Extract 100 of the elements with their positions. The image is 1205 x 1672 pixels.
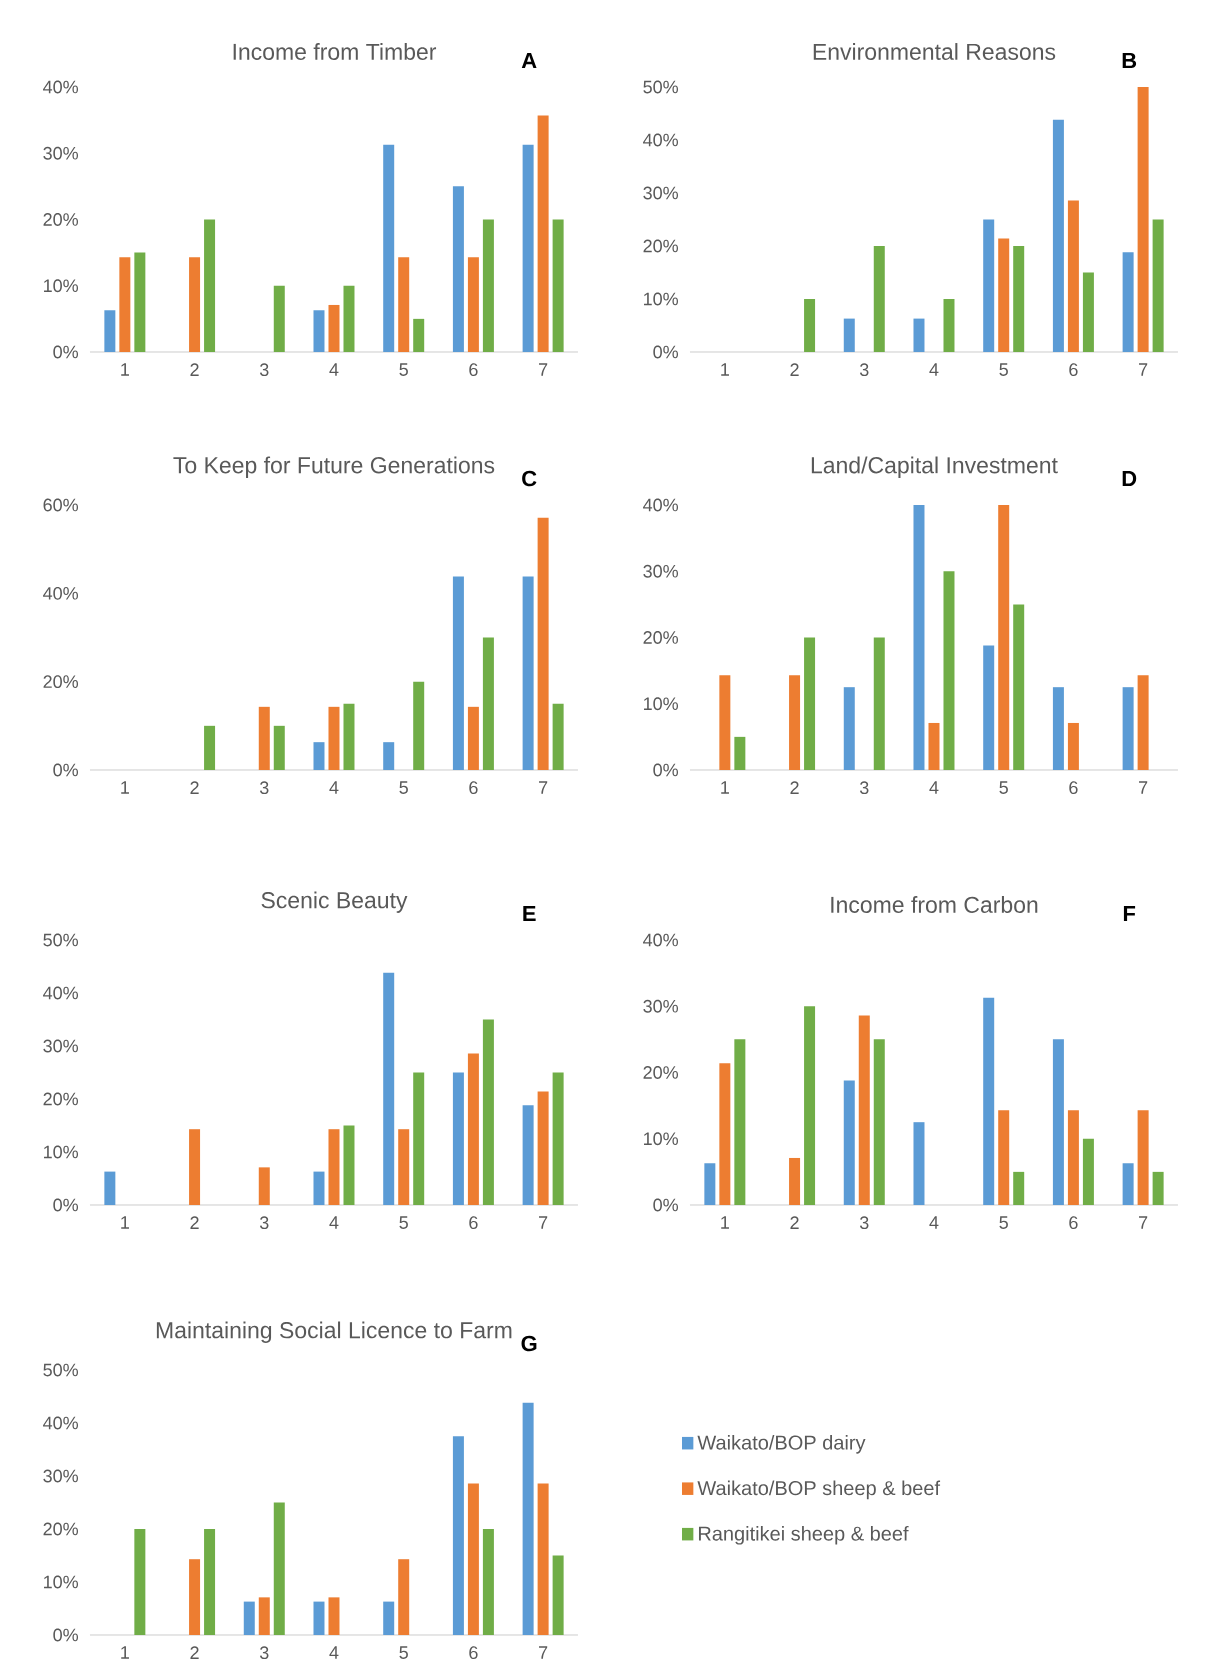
bar bbox=[522, 576, 534, 770]
y-tick-label: 10% bbox=[644, 697, 679, 711]
y-tick-label: 0% bbox=[53, 763, 79, 777]
bar bbox=[467, 706, 479, 770]
bar bbox=[719, 1063, 731, 1205]
bar bbox=[1052, 687, 1064, 770]
y-tick-label: 10% bbox=[644, 1132, 679, 1146]
y-tick-label: 30% bbox=[43, 1469, 79, 1483]
bar bbox=[467, 257, 479, 352]
bar bbox=[998, 1110, 1010, 1205]
chart-title: Land/Capital Investment bbox=[811, 456, 1058, 478]
x-tick-label: 6 bbox=[469, 781, 478, 795]
bar bbox=[1067, 200, 1079, 352]
x-tick-label: 4 bbox=[329, 1646, 339, 1659]
bar bbox=[313, 1171, 325, 1205]
bar bbox=[1013, 245, 1025, 352]
y-tick-label: 40% bbox=[643, 498, 679, 512]
y-tick-label: 50% bbox=[43, 1363, 79, 1377]
x-tick-label: 2 bbox=[190, 363, 199, 376]
y-tick-label: 30% bbox=[43, 146, 79, 160]
bar bbox=[398, 1129, 410, 1205]
bar bbox=[734, 1039, 746, 1205]
x-tick-label: 7 bbox=[1139, 781, 1148, 794]
y-tick-label: 40% bbox=[643, 933, 679, 947]
bar bbox=[1052, 1039, 1064, 1205]
bar bbox=[1152, 1171, 1164, 1205]
bar bbox=[552, 703, 564, 770]
bar bbox=[873, 245, 885, 352]
y-tick-label: 20% bbox=[643, 1066, 679, 1079]
y-tick-label: 0% bbox=[53, 1198, 79, 1212]
y-tick-label: 40% bbox=[43, 1416, 79, 1430]
x-tick-label: 4 bbox=[329, 363, 339, 376]
chart-title: Environmental Reasons bbox=[813, 43, 1056, 60]
x-tick-label: 3 bbox=[259, 363, 269, 377]
bar bbox=[734, 736, 746, 770]
bar bbox=[1013, 604, 1025, 770]
bar bbox=[789, 1157, 801, 1205]
bar bbox=[1137, 87, 1149, 352]
y-tick-label: 20% bbox=[643, 631, 679, 644]
bar bbox=[383, 972, 395, 1205]
bar bbox=[537, 115, 549, 352]
bar bbox=[204, 1528, 216, 1635]
x-tick-label: 6 bbox=[469, 1646, 478, 1660]
text: F bbox=[1123, 905, 1136, 922]
bar bbox=[383, 144, 395, 352]
x-tick-label: 4 bbox=[329, 781, 339, 794]
bar bbox=[804, 299, 816, 352]
x-tick-label: 1 bbox=[121, 781, 129, 794]
y-tick-label: 0% bbox=[653, 1198, 679, 1212]
bar bbox=[328, 304, 340, 352]
bar bbox=[258, 1597, 270, 1635]
bar bbox=[913, 505, 925, 770]
bar bbox=[1013, 1171, 1025, 1205]
y-tick-label: 10% bbox=[44, 1145, 79, 1159]
bar bbox=[704, 1163, 716, 1205]
chart-title: Income from Timber bbox=[233, 43, 437, 60]
y-tick-label: 40% bbox=[43, 586, 79, 600]
chart-title: To Keep for Future Generations bbox=[173, 456, 495, 478]
bar bbox=[204, 219, 216, 352]
x-tick-label: 2 bbox=[790, 781, 799, 794]
bar bbox=[1082, 1138, 1094, 1205]
bar bbox=[943, 299, 955, 352]
bar bbox=[328, 1129, 340, 1205]
x-tick-label: 2 bbox=[790, 363, 799, 376]
x-tick-label: 5 bbox=[399, 1216, 408, 1229]
bar bbox=[998, 238, 1010, 352]
bar bbox=[1137, 1110, 1149, 1205]
y-tick-label: 10% bbox=[44, 1575, 79, 1589]
bar bbox=[1052, 119, 1064, 352]
y-tick-label: 20% bbox=[43, 675, 79, 689]
y-tick-label: 50% bbox=[43, 933, 79, 947]
x-tick-label: 1 bbox=[121, 363, 129, 376]
y-tick-label: 0% bbox=[653, 345, 679, 359]
bar bbox=[313, 742, 325, 770]
bar bbox=[943, 571, 955, 770]
bar bbox=[273, 285, 285, 352]
y-tick-label: 60% bbox=[43, 498, 79, 512]
y-tick-label: 40% bbox=[43, 80, 79, 94]
x-tick-label: 6 bbox=[1069, 1216, 1078, 1230]
x-tick-label: 6 bbox=[1069, 363, 1078, 377]
bar bbox=[482, 1528, 494, 1635]
bar bbox=[843, 318, 855, 352]
bar bbox=[913, 1122, 925, 1205]
bar bbox=[383, 742, 395, 770]
x-tick-label: 2 bbox=[190, 781, 199, 794]
bar bbox=[522, 1105, 534, 1205]
legend-label: Waikato/BOP dairy bbox=[697, 1435, 866, 1454]
y-tick-label: 20% bbox=[43, 1092, 79, 1106]
bar bbox=[537, 1091, 549, 1205]
x-tick-label: 4 bbox=[929, 363, 939, 376]
text: C bbox=[522, 470, 537, 487]
x-tick-label: 5 bbox=[399, 1646, 408, 1659]
bar bbox=[843, 687, 855, 770]
bar bbox=[452, 186, 464, 352]
y-tick-label: 10% bbox=[644, 292, 679, 306]
bar bbox=[1122, 687, 1134, 770]
x-tick-label: 1 bbox=[121, 1646, 129, 1659]
x-tick-label: 3 bbox=[859, 1216, 869, 1230]
text: G bbox=[521, 1335, 537, 1352]
bar bbox=[928, 722, 940, 770]
